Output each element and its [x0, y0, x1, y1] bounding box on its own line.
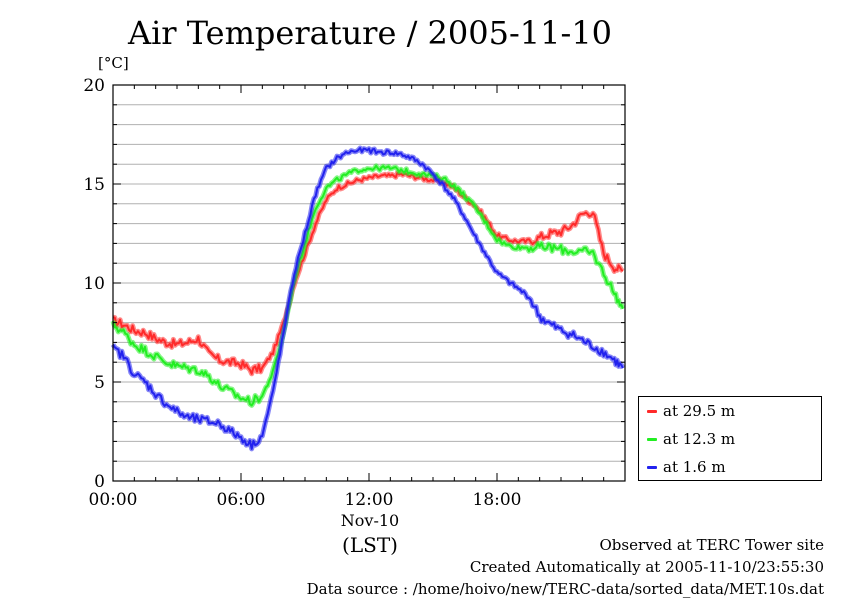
legend-label: at 12.3 m — [663, 430, 736, 448]
axis-ticks: 0 5 10 15 20 00:00 06:00 12:00 18:00 — [83, 76, 626, 510]
series-line-2 — [112, 164, 624, 407]
x-tick-label: 18:00 — [473, 490, 522, 510]
y-tick-label: 15 — [83, 175, 105, 195]
legend-label: at 29.5 m — [663, 402, 736, 420]
series-halo-3 — [110, 145, 626, 452]
series-line-1 — [112, 171, 624, 375]
y-tick-label: 20 — [83, 76, 105, 96]
series-line-3 — [112, 147, 624, 450]
legend-item-12-3: at 12.3 m — [647, 429, 735, 449]
y-tick-label: 5 — [94, 373, 105, 393]
footer-site: Observed at TERC Tower site — [599, 536, 824, 554]
footer-created: Created Automatically at 2005-11-10/23:5… — [469, 558, 824, 576]
legend-swatch-blue — [647, 465, 657, 469]
x-tick-label: 00:00 — [89, 490, 138, 510]
x-tick-label: 06:00 — [217, 490, 266, 510]
legend-item-29-5: at 29.5 m — [647, 401, 735, 421]
legend-swatch-green — [647, 437, 657, 441]
legend-swatch-red — [647, 409, 657, 413]
date-label: Nov-10 — [340, 511, 400, 530]
grid-lines — [113, 104, 625, 462]
series-layer — [110, 145, 626, 452]
chart-title: Air Temperature / 2005-11-10 — [127, 14, 613, 52]
y-tick-label: 10 — [83, 274, 105, 294]
footer-source: Data source : /home/hoivo/new/TERC-data/… — [306, 580, 824, 598]
legend: at 29.5 m at 12.3 m at 1.6 m — [638, 396, 822, 481]
x-axis-label: (LST) — [342, 533, 398, 557]
x-tick-label: 12:00 — [345, 490, 394, 510]
legend-label: at 1.6 m — [663, 458, 726, 476]
y-axis-unit: [°C] — [98, 54, 129, 72]
series-halo-1 — [112, 170, 625, 377]
legend-item-1-6: at 1.6 m — [647, 457, 726, 477]
y-tick-label: 0 — [94, 472, 105, 492]
